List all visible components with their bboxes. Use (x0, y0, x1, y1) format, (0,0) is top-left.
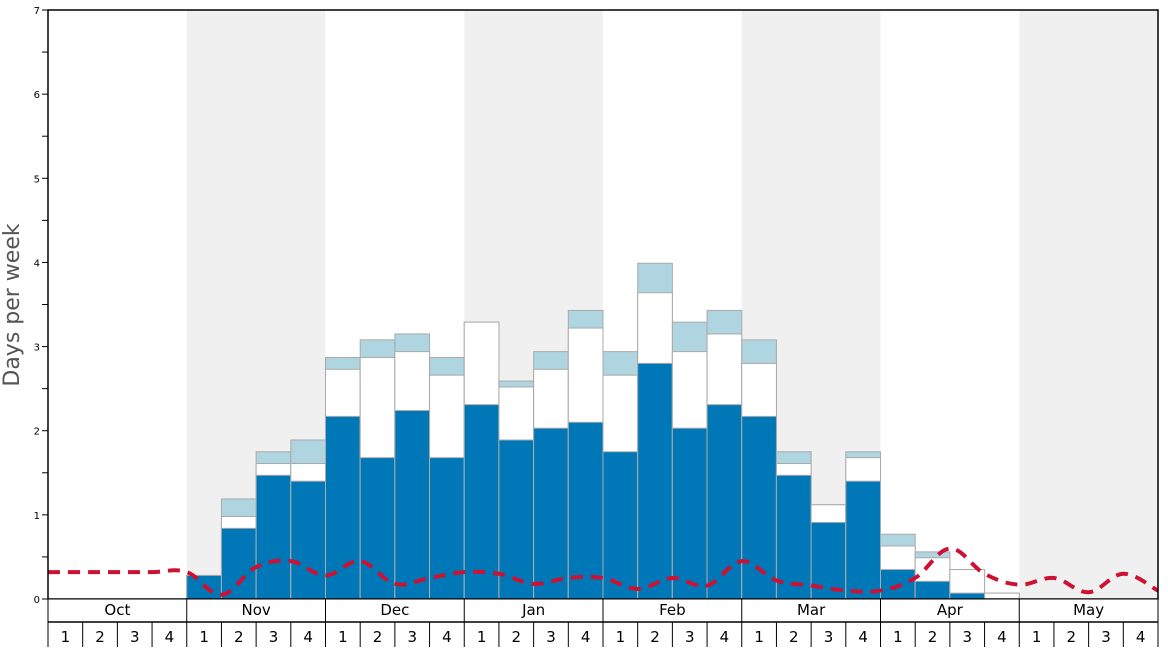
trend-line-layer (48, 546, 1159, 597)
week-label: 1 (477, 628, 487, 646)
month-label-nov: Nov (241, 601, 270, 619)
week-label: 2 (1067, 628, 1077, 646)
bar-base-6 (220, 527, 257, 600)
y-tick-label: 5 (34, 174, 40, 185)
bar-base-7 (255, 474, 292, 600)
week-label: 3 (962, 628, 972, 646)
bar-base-21 (741, 415, 777, 600)
y-tick-label: 7 (34, 6, 40, 17)
bar-base-8 (290, 480, 326, 600)
bar-base-26 (914, 580, 951, 600)
week-label: 3 (407, 628, 417, 646)
week-label: 1 (616, 628, 626, 646)
week-label: 2 (373, 628, 383, 646)
week-label: 3 (1101, 628, 1111, 646)
week-label: 4 (303, 628, 313, 646)
bar-base-22 (775, 474, 812, 600)
week-label: 1 (754, 628, 764, 646)
month-label-dec: Dec (380, 601, 409, 619)
bar-base-11 (394, 410, 431, 600)
x-axis: Oct Nov Dec Jan Feb Mar Apr May 1 2 3 4 1 2 3 4 1 2 3 4 1 2 3 4… (47, 598, 1159, 647)
bar-base-18 (637, 362, 673, 600)
month-shade-may (1019, 10, 1158, 599)
bar-base-13 (463, 404, 500, 600)
week-label: 3 (546, 628, 556, 646)
week-label: 1 (61, 628, 71, 646)
y-axis-label: Days per week (0, 223, 25, 386)
month-label-oct: Oct (104, 601, 130, 619)
week-label: 4 (442, 628, 452, 646)
week-label: 2 (928, 628, 938, 646)
week-label: 4 (997, 628, 1007, 646)
bar-base-20 (706, 404, 743, 600)
bar-base-19 (671, 427, 708, 600)
bar-base-10 (359, 457, 396, 600)
bar-base-16 (567, 421, 604, 600)
week-label: 4 (720, 628, 730, 646)
trend-line (48, 546, 1159, 597)
week-label: 1 (199, 628, 209, 646)
week-label: 4 (1136, 628, 1146, 646)
week-label: 3 (130, 628, 140, 646)
month-label-feb: Feb (659, 601, 686, 619)
y-tick-label: 3 (34, 343, 40, 354)
month-label-may: May (1073, 601, 1104, 619)
week-label: 1 (893, 628, 903, 646)
month-label-apr: Apr (937, 601, 964, 619)
month-label-mar: Mar (797, 601, 826, 619)
bar-base-9 (325, 415, 361, 600)
bar-middle-28 (984, 592, 1020, 600)
bar-base-24 (845, 480, 881, 600)
bar-base-17 (602, 451, 639, 600)
y-tick-label: 4 (34, 258, 40, 269)
week-label: 2 (650, 628, 660, 646)
week-label: 2 (512, 628, 522, 646)
week-label: 2 (234, 628, 244, 646)
y-tick-label: 0 (34, 595, 40, 606)
y-tick-label: 6 (34, 90, 40, 101)
week-label: 1 (338, 628, 348, 646)
y-tick-label: 1 (34, 511, 40, 522)
month-label-jan: Jan (521, 601, 545, 619)
week-label: 3 (269, 628, 279, 646)
week-label: 3 (685, 628, 695, 646)
week-label: 2 (789, 628, 799, 646)
week-label: 4 (165, 628, 175, 646)
month-shading (186, 10, 1158, 599)
bar-base-27 (949, 592, 986, 600)
bar-base-15 (533, 427, 569, 600)
week-label: 1 (1032, 628, 1042, 646)
week-label: 4 (581, 628, 591, 646)
week-label: 3 (824, 628, 834, 646)
y-tick-label: 2 (34, 427, 40, 438)
y-axis-ticks: 0 1 2 3 4 5 6 7 (34, 6, 48, 606)
week-label: 2 (95, 628, 105, 646)
week-label: 4 (858, 628, 868, 646)
